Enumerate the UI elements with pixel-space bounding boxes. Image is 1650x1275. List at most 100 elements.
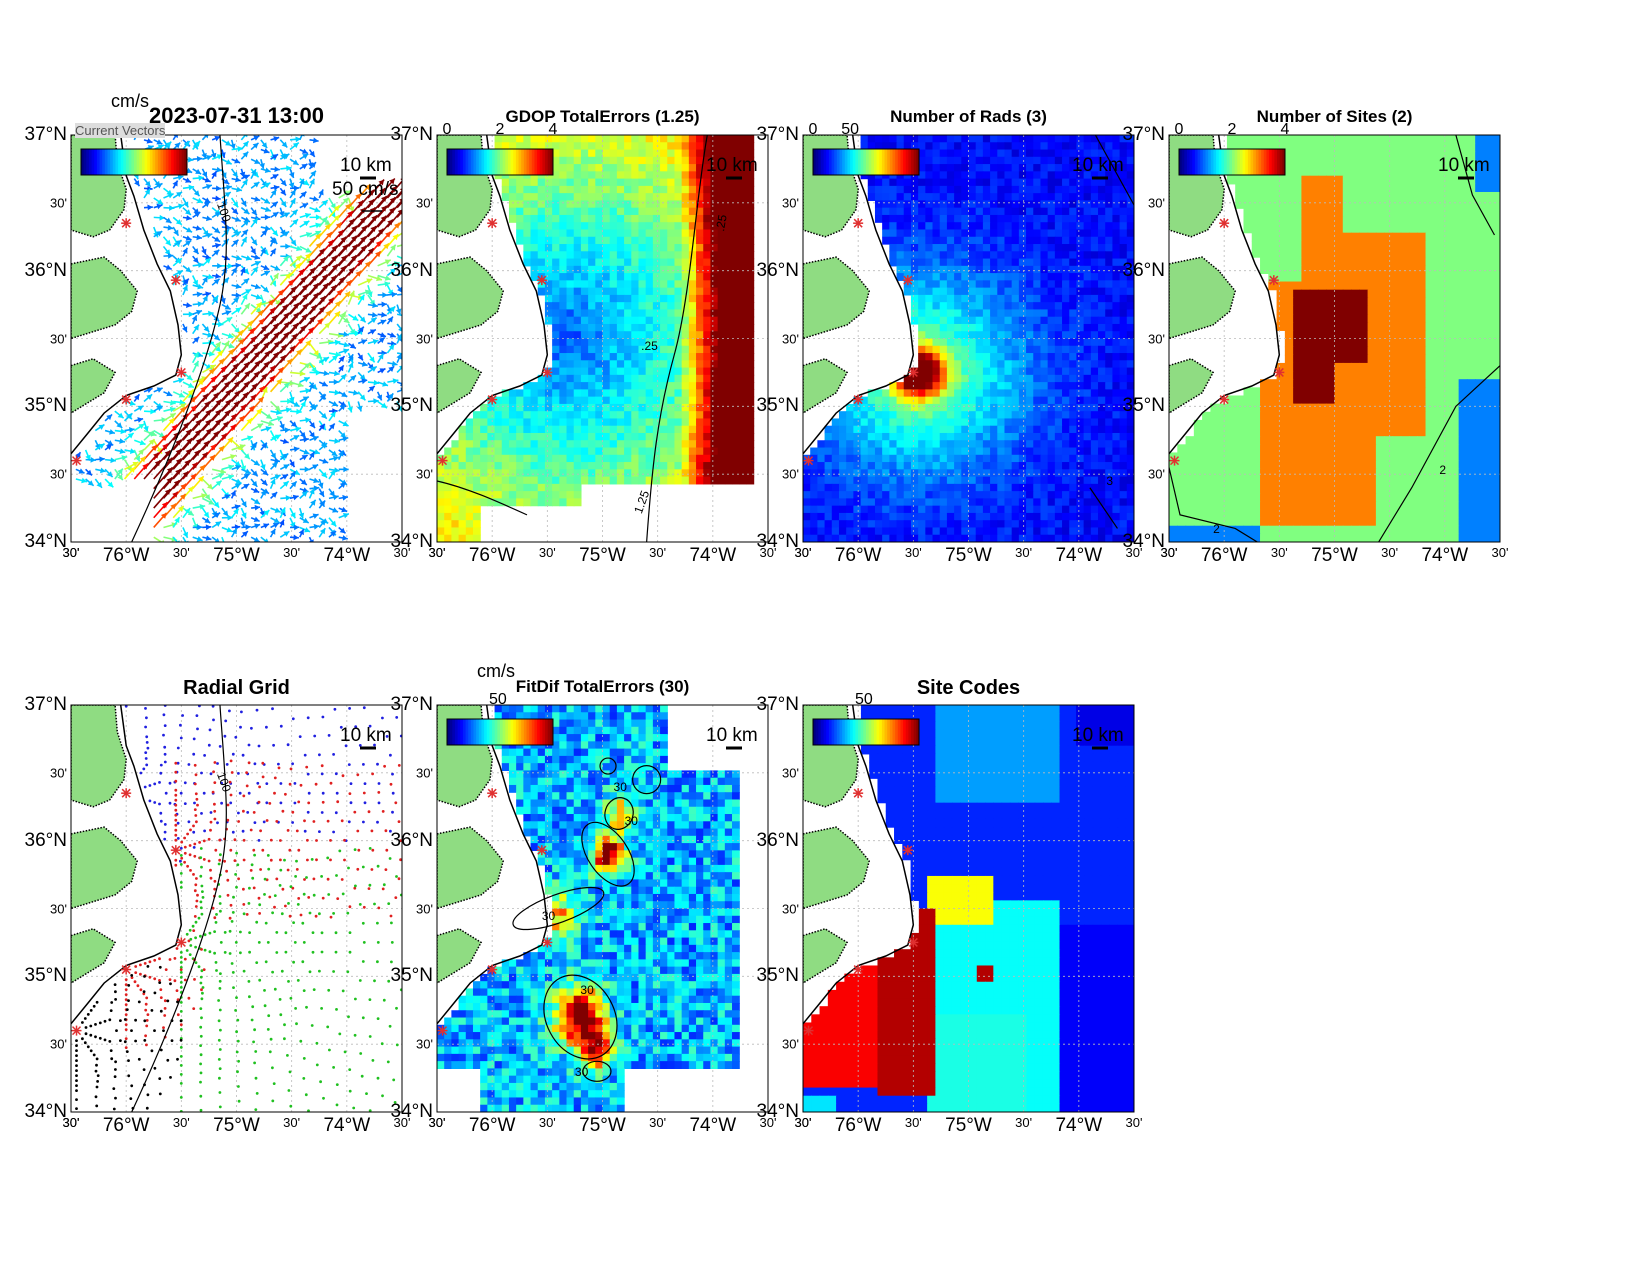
- heat-cell: [1090, 178, 1099, 187]
- heat-cell: [739, 447, 748, 456]
- heat-cell: [1033, 171, 1042, 180]
- vector-arrowhead: [260, 464, 266, 471]
- heat-cell: [1126, 331, 1134, 340]
- heat-cell: [925, 229, 934, 238]
- heat-cell: [961, 331, 970, 340]
- heat-cell: [1004, 207, 1013, 216]
- heat-cell: [1040, 353, 1049, 361]
- vector-arrowhead: [211, 384, 218, 391]
- heat-cell: [732, 345, 740, 354]
- heat-cell: [1069, 353, 1078, 361]
- heat-cell: [559, 462, 568, 470]
- vector-arrowhead: [279, 423, 285, 430]
- heat-cell: [688, 171, 697, 180]
- heat-cell: [732, 367, 740, 376]
- vector-arrowhead: [310, 499, 316, 506]
- heat-cell: [932, 280, 941, 289]
- heat-cell: [710, 338, 719, 347]
- heat-cell: [580, 403, 589, 412]
- vector-arrowhead: [215, 521, 222, 527]
- heat-cell: [703, 280, 712, 289]
- heat-cell: [1033, 374, 1042, 383]
- heat-cell: [732, 178, 740, 187]
- heat-cell: [595, 265, 604, 274]
- heat-cell: [1119, 214, 1128, 223]
- heat-cell: [1083, 236, 1092, 245]
- heat-cell: [544, 440, 553, 449]
- heat-cell: [688, 273, 697, 281]
- heat-cell: [1004, 367, 1013, 376]
- heat-cell: [1054, 193, 1063, 202]
- heat-cell: [681, 389, 690, 398]
- heat-cell: [588, 374, 596, 383]
- vector-arrowhead: [373, 379, 380, 386]
- vector-arrow: [396, 323, 402, 332]
- heat-cell: [1105, 273, 1114, 281]
- heat-cell: [997, 185, 1006, 194]
- heat-cell: [602, 149, 611, 158]
- heat-cell: [696, 214, 704, 223]
- heat-cell: [523, 142, 532, 151]
- heat-cell: [660, 323, 668, 332]
- heat-cell: [990, 338, 998, 347]
- vector-arrowhead: [324, 224, 331, 230]
- heat-cell: [516, 476, 524, 485]
- heat-cell: [501, 403, 510, 412]
- heat-cell: [559, 273, 568, 281]
- vector-arrowhead: [376, 394, 383, 401]
- heat-cell: [696, 302, 704, 311]
- vector-arrowhead: [254, 196, 261, 202]
- vector-arrowhead: [319, 423, 325, 430]
- heat-cell: [717, 135, 726, 143]
- heat-cell: [703, 251, 712, 260]
- vector-arrowhead: [274, 434, 281, 440]
- heat-cell: [1126, 149, 1134, 158]
- heat-cell: [968, 229, 977, 238]
- vector-arrowhead: [312, 283, 319, 290]
- vector-arrowhead: [185, 240, 192, 247]
- heat-cell: [1026, 135, 1034, 143]
- heat-cell: [631, 207, 640, 216]
- heat-cell: [609, 454, 618, 463]
- heat-cell: [1011, 345, 1020, 354]
- vector-arrowhead: [270, 248, 276, 255]
- heat-cell: [688, 251, 697, 260]
- heat-cell: [501, 462, 510, 470]
- heat-cell: [696, 200, 704, 209]
- heat-cell: [1026, 164, 1034, 172]
- vector-arrowhead: [301, 314, 308, 321]
- heat-cell: [660, 222, 668, 231]
- heat-cell: [552, 338, 560, 347]
- heat-cell: [681, 469, 690, 478]
- heat-cell: [588, 469, 596, 478]
- heat-cell: [746, 418, 755, 427]
- vector-arrowhead: [317, 482, 324, 489]
- vector-arrowhead: [338, 365, 344, 372]
- vector-scale-label: 50 cm/s: [332, 179, 399, 200]
- vector-arrowhead: [290, 286, 297, 293]
- vector-arrowhead: [207, 483, 213, 490]
- vector-arrowhead: [153, 452, 159, 459]
- heat-cell: [674, 135, 683, 143]
- heat-cell: [703, 447, 712, 456]
- heat-cell: [530, 498, 539, 507]
- heat-cell: [717, 178, 726, 187]
- vector-arrowhead: [195, 168, 202, 175]
- vector-arrowhead: [204, 197, 211, 203]
- heat-cell: [1033, 244, 1042, 252]
- heat-cell: [710, 222, 719, 231]
- heat-cell: [703, 229, 712, 238]
- vector-arrowhead: [234, 483, 241, 489]
- vector-arrowhead: [389, 178, 395, 185]
- heat-cell: [946, 185, 955, 194]
- heat-cell: [609, 353, 618, 361]
- vector-arrowhead: [129, 400, 136, 406]
- heat-cell: [508, 214, 517, 223]
- heat-cell: [660, 440, 668, 449]
- heat-cell: [501, 425, 510, 434]
- vector-arrowhead: [280, 179, 287, 186]
- heat-cell: [660, 447, 668, 456]
- heat-cell: [1105, 171, 1114, 180]
- heat-cell: [1076, 251, 1085, 260]
- heat-cell: [537, 476, 546, 485]
